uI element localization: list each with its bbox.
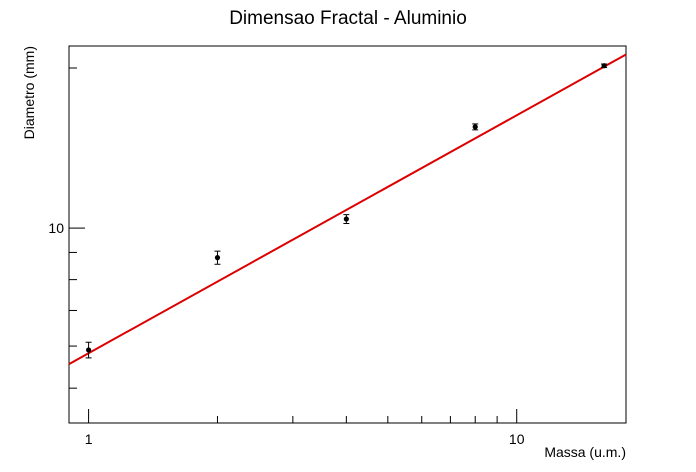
- data-points: [85, 63, 608, 359]
- point-marker: [214, 255, 221, 261]
- x-tick-label: 10: [509, 431, 525, 447]
- plot-frame: [68, 45, 627, 424]
- point-marker: [343, 216, 349, 222]
- point-marker: [85, 347, 92, 353]
- data-point: [214, 250, 221, 265]
- data-point: [85, 341, 92, 359]
- chart-title: Dimensao Fractal - Aluminio: [229, 8, 467, 29]
- data-point: [601, 63, 608, 69]
- tick-labels: 1 10 10: [48, 220, 524, 447]
- y-axis-label: Diametro (mm): [21, 46, 37, 139]
- point-marker: [472, 124, 478, 130]
- fit-line: [68, 53, 627, 365]
- data-point: [472, 123, 479, 131]
- x-axis-label: Massa (u.m.): [544, 444, 626, 460]
- point-marker: [601, 63, 607, 69]
- y-tick-label: 10: [48, 220, 64, 236]
- axis-ticks: [68, 67, 518, 423]
- data-point: [343, 214, 350, 225]
- x-tick-label: 1: [85, 431, 93, 447]
